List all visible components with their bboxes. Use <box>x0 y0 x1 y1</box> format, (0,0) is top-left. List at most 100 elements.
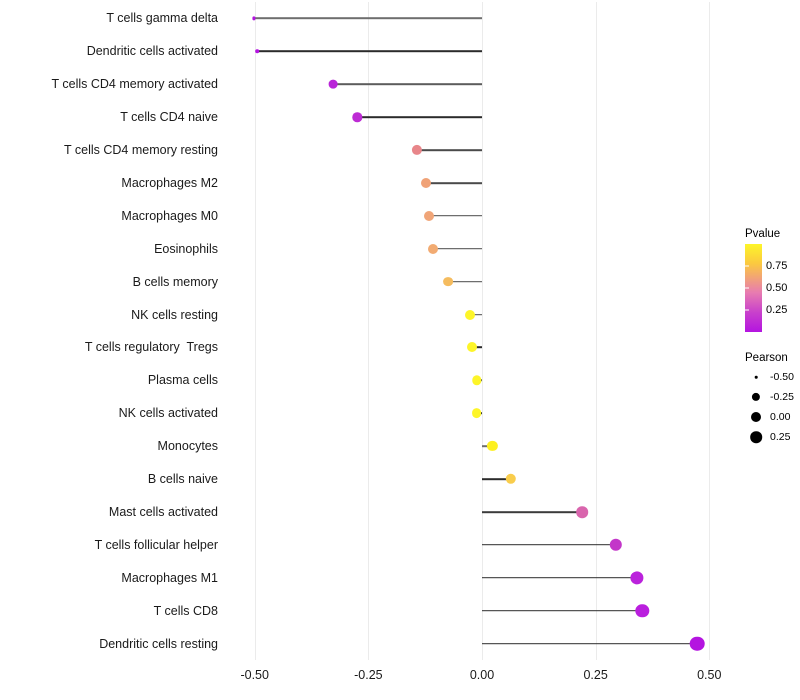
lollipop-stem <box>416 149 482 151</box>
lollipop-row[interactable] <box>232 463 732 496</box>
size-legend-item: 0.25 <box>745 428 800 446</box>
lollipop-row[interactable] <box>232 627 732 660</box>
lollipop-row[interactable] <box>232 35 732 68</box>
lollipop-stem <box>482 609 643 612</box>
x-tick-label: 0.25 <box>583 668 608 682</box>
y-tick-label: B cells naive <box>147 471 218 486</box>
lollipop-stem <box>471 346 482 349</box>
lollipop-point[interactable] <box>411 144 422 156</box>
y-axis-label-group: T cells gamma delta Dendritic cells activ… <box>0 0 228 700</box>
lollipop-row[interactable] <box>232 594 732 627</box>
lollipop-point[interactable] <box>252 16 256 21</box>
gridline-x-4 <box>709 2 711 660</box>
size-legend-marker <box>751 412 761 422</box>
y-tick-label: Plasma cells <box>147 373 218 388</box>
lollipop-row[interactable] <box>232 430 732 463</box>
pearson-legend-title: Pearson <box>745 352 788 364</box>
lollipop-row[interactable] <box>232 561 732 594</box>
size-legend-label: 0.00 <box>770 411 791 423</box>
lollipop-point[interactable] <box>421 177 432 188</box>
y-tick-label: Macrophages M0 <box>121 208 218 223</box>
lollipop-stem <box>482 445 493 447</box>
colorbar-tick-label: 0.50 <box>766 282 788 294</box>
lollipop-stem <box>482 576 637 579</box>
size-legend-marker <box>754 375 758 379</box>
lollipop-point[interactable] <box>466 342 477 353</box>
lollipop-row[interactable] <box>232 199 732 232</box>
lollipop-stem <box>429 215 482 217</box>
y-tick-label: Monocytes <box>157 438 218 453</box>
plot-panel <box>232 2 732 660</box>
x-tick-label: 0.00 <box>469 668 495 682</box>
x-tick-label: -0.50 <box>240 668 269 682</box>
legend-area: Pvalue Pearson -0.50 -0.25 0.00 0.25 0.25 0.… <box>740 0 800 700</box>
lollipop-point[interactable] <box>689 636 705 651</box>
lollipop-point[interactable] <box>609 538 623 552</box>
lollipop-point[interactable] <box>629 571 644 585</box>
y-tick-label: T cells follicular helper <box>94 537 218 552</box>
y-tick-label: Macrophages M2 <box>121 175 218 190</box>
y-tick-label: Dendritic cells activated <box>86 44 218 59</box>
lollipop-point[interactable] <box>328 79 338 89</box>
lollipop-stem <box>333 83 482 86</box>
y-tick-label: T cells CD4 naive <box>120 109 218 124</box>
pvalue-colorbar <box>745 244 762 332</box>
lollipop-point[interactable] <box>505 473 516 485</box>
y-tick-label: NK cells activated <box>118 406 218 420</box>
colorbar-tick-label: 0.75 <box>766 260 788 272</box>
lollipop-point[interactable] <box>471 375 482 386</box>
lollipop-stem <box>482 544 617 546</box>
lollipop-row[interactable] <box>232 232 732 265</box>
size-legend-marker <box>750 431 762 443</box>
lollipop-point[interactable] <box>576 506 589 518</box>
lollipop-stem <box>448 280 482 283</box>
lollipop-row[interactable] <box>232 134 732 167</box>
colorbar-tick-mark <box>745 265 749 267</box>
y-tick-label: Mast cells activated <box>108 504 218 519</box>
lollipop-row[interactable] <box>232 528 732 561</box>
lollipop-point[interactable] <box>352 112 363 122</box>
y-tick-label: T cells CD4 memory resting <box>64 142 218 157</box>
lollipop-point[interactable] <box>424 210 435 221</box>
lollipop-row[interactable] <box>232 331 732 364</box>
lollipop-row[interactable] <box>232 496 732 529</box>
size-legend-marker-wrap <box>745 368 767 386</box>
size-legend-marker-wrap <box>745 408 767 426</box>
size-legend-marker-wrap <box>745 388 767 406</box>
lollipop-row[interactable] <box>232 167 732 200</box>
lollipop-stem <box>482 642 697 645</box>
y-tick-label: Eosinophils <box>154 241 218 256</box>
y-tick-label: T cells CD4 memory activated <box>51 77 219 91</box>
lollipop-row[interactable] <box>232 68 732 101</box>
lollipop-row[interactable] <box>232 298 732 331</box>
y-tick-label: Macrophages M1 <box>121 570 218 585</box>
gridline-x-0 <box>254 2 256 660</box>
lollipop-point[interactable] <box>255 49 260 54</box>
lollipop-point[interactable] <box>471 408 482 419</box>
colorbar-tick-mark <box>745 287 749 289</box>
gridline-x-3 <box>595 2 597 660</box>
lollipop-point[interactable] <box>464 309 475 320</box>
lollipop-point[interactable] <box>635 603 650 618</box>
lollipop-stem <box>482 511 583 513</box>
lollipop-stem <box>469 313 482 316</box>
lollipop-stem <box>433 247 482 250</box>
size-legend-label: -0.50 <box>770 371 794 383</box>
x-tick-label: -0.25 <box>354 668 383 682</box>
lollipop-row[interactable] <box>232 101 732 134</box>
lollipop-row[interactable] <box>232 397 732 430</box>
lollipop-row[interactable] <box>232 364 732 397</box>
lollipop-point[interactable] <box>428 243 439 254</box>
x-axis-label-group: -0.50 -0.25 0.00 0.25 0.50 <box>232 660 732 690</box>
lollipop-row[interactable] <box>232 265 732 298</box>
y-tick-label: NK cells resting <box>131 307 218 322</box>
gridline-x-1 <box>368 2 370 660</box>
lollipop-point[interactable] <box>443 276 454 287</box>
size-legend-label: -0.25 <box>770 391 794 403</box>
lollipop-stem <box>426 182 482 184</box>
y-tick-label: T cells CD8 <box>153 603 218 618</box>
lollipop-point[interactable] <box>487 441 498 452</box>
lollipop-row[interactable] <box>232 2 732 35</box>
x-tick-label: 0.50 <box>697 668 722 682</box>
